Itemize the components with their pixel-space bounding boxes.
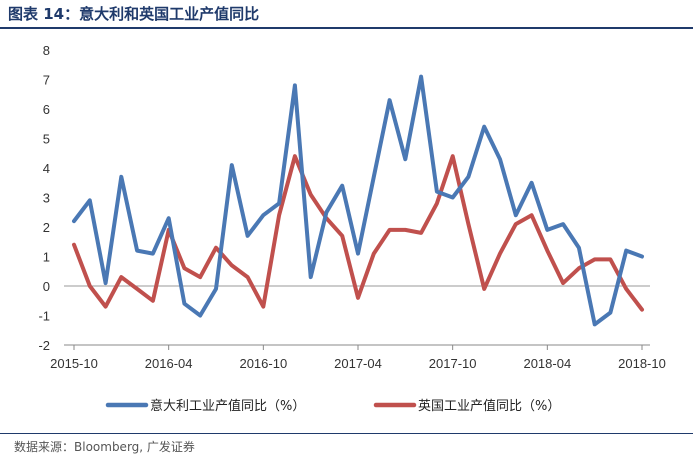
chart-title: 图表 14：意大利和英国工业产值同比 [8,5,260,23]
y-axis: -2 -1 0 1 2 3 4 5 6 7 8 [38,43,50,353]
x-tick-label: 2016-10 [239,356,287,371]
legend-label-italy: 意大利工业产值同比（%） [150,398,305,414]
y-tick-label: 8 [43,43,50,58]
y-tick-label: 4 [43,161,50,176]
x-tick-label: 2017-04 [334,356,382,371]
series-line-italy [72,74,644,327]
y-tick-label: 1 [43,250,50,265]
x-tick-label: 2018-10 [618,356,666,371]
y-tick-label: 7 [43,73,50,88]
series-line-uk [72,154,644,312]
x-tick-label: 2016-04 [145,356,193,371]
data-source-note: 数据来源：Bloomberg, 广发证券 [14,440,195,454]
y-tick-label: 6 [43,102,50,117]
y-tick-label: -2 [38,338,50,353]
y-tick-label: 2 [43,220,50,235]
y-tick-label: 5 [43,132,50,147]
legend-label-uk: 英国工业产值同比（%） [418,398,560,414]
y-tick-label: 0 [43,279,50,294]
x-tick-label: 2018-04 [523,356,571,371]
y-tick-label: 3 [43,191,50,206]
x-tick-label: 2017-10 [429,356,477,371]
legend: 意大利工业产值同比（%） 英国工业产值同比（%） [105,398,560,414]
x-tick-label: 2015-10 [50,356,98,371]
title-divider [0,27,693,29]
y-tick-label: -1 [38,309,50,324]
source-divider [0,433,693,434]
series-group [72,74,644,327]
x-axis: 2015-10 2016-04 2016-10 2017-04 2017-10 2018-… [50,344,666,371]
